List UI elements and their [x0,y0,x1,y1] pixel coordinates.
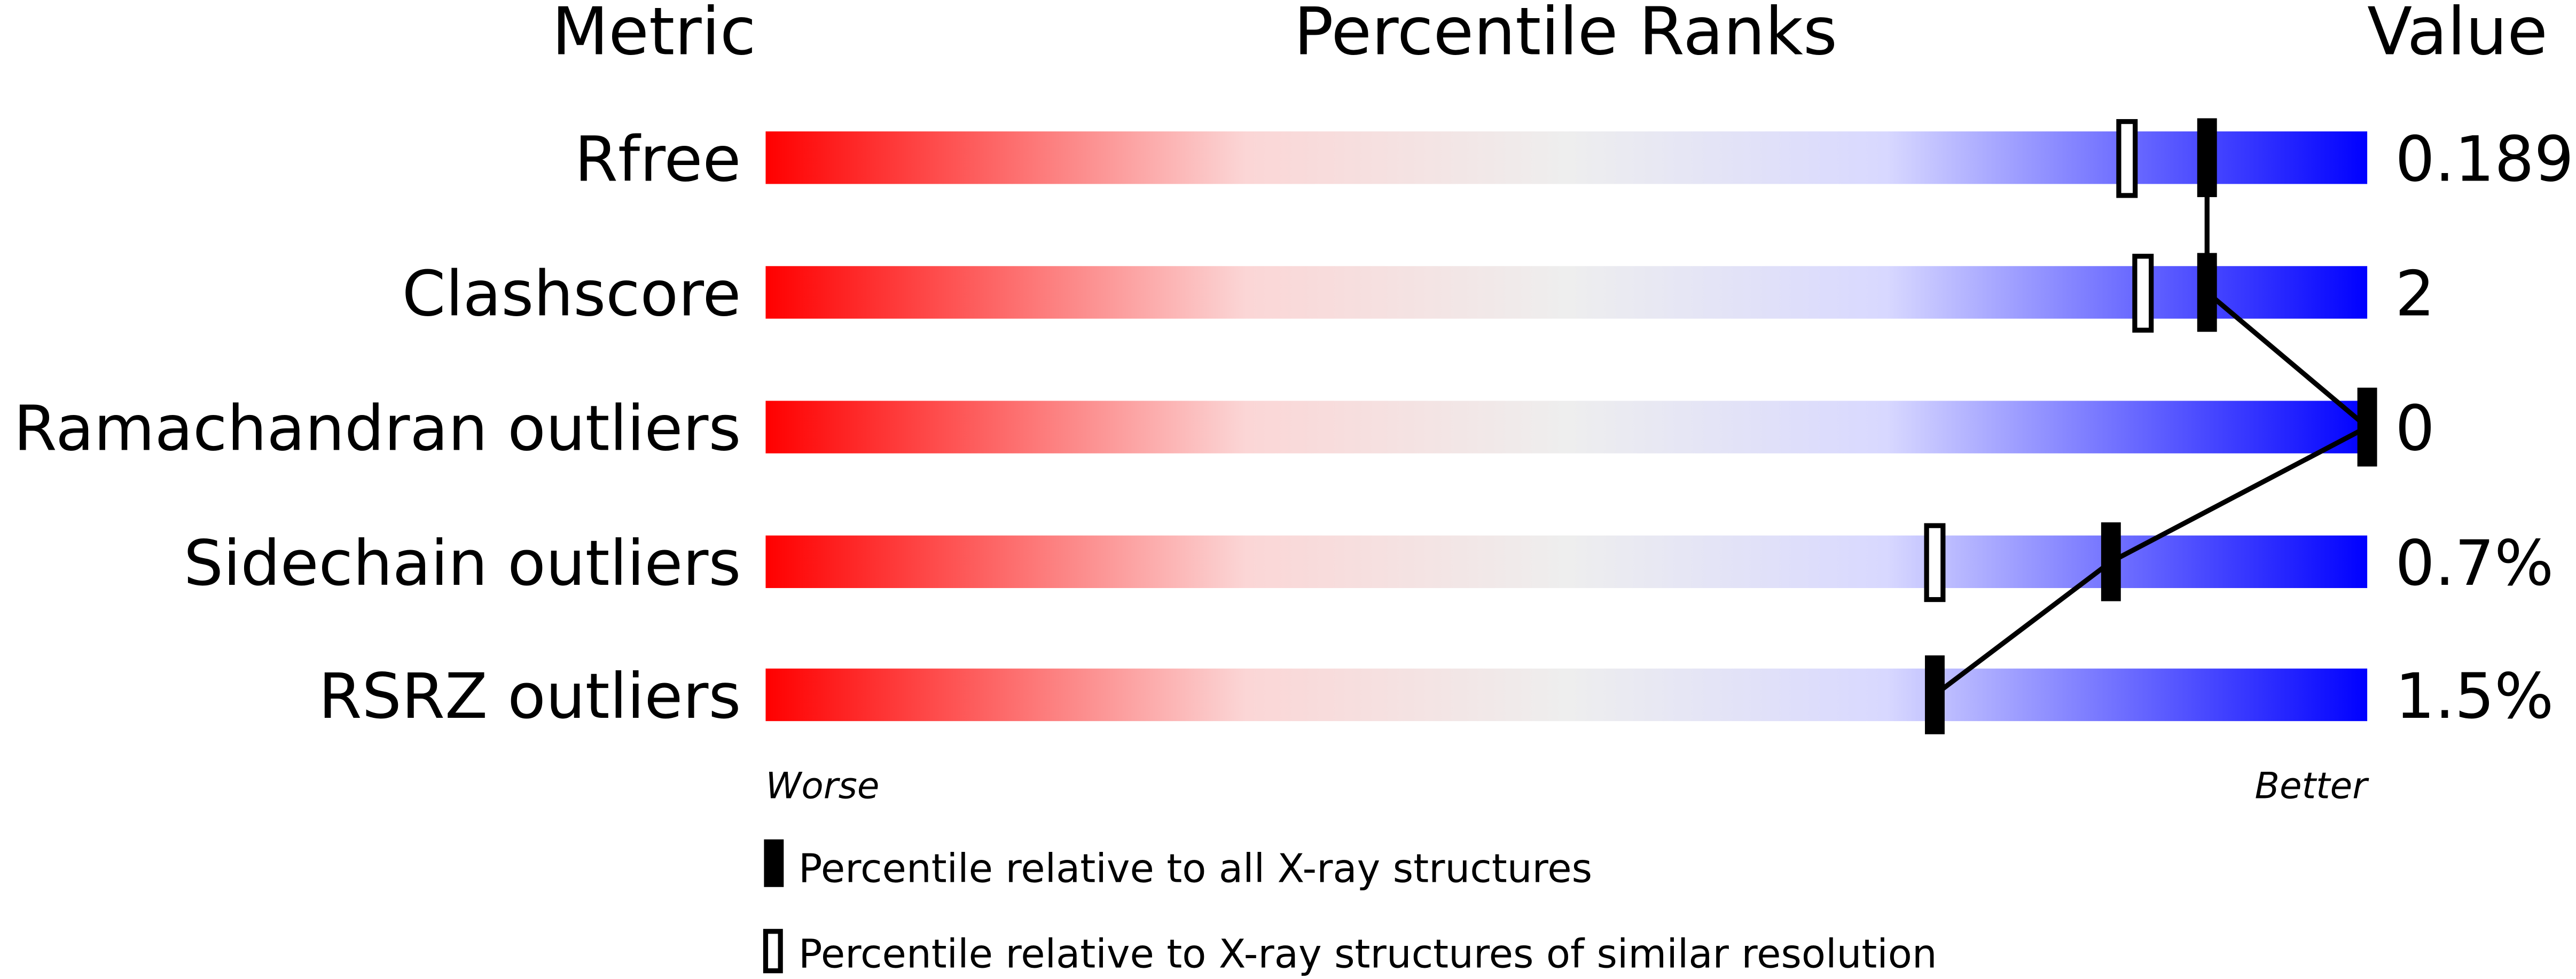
metric-value: 0.189 [2395,123,2574,195]
metric-label: Sidechain outliers [184,527,741,600]
marker-similar-resolution [2132,254,2154,333]
marker-all-structures [1925,655,1945,734]
marker-similar-resolution [2116,119,2138,198]
header-value: Value [2367,0,2548,70]
marker-similar-resolution [1924,523,1946,602]
metric-label: RSRZ outliers [318,660,741,733]
percentile-bar [765,131,2368,184]
header-metric: Metric [552,0,756,70]
legend-filled-marker-icon [764,839,784,887]
marker-all-structures [2197,118,2217,198]
metric-label: Ramachandran outliers [13,393,741,465]
legend-open-label: Percentile relative to X-ray structures … [798,931,1937,977]
metric-value: 1.5% [2395,660,2554,733]
legend-filled-label: Percentile relative to all X-ray structu… [798,846,1592,892]
marker-all-structures [2197,253,2217,332]
metric-value: 2 [2395,257,2434,330]
worse-label: Worse [765,765,879,807]
header-percentile: Percentile Ranks [1294,0,1837,70]
metric-label: Clashscore [402,257,741,330]
marker-all-structures [2357,387,2377,467]
percentile-bar [765,668,2368,722]
better-label: Better [2255,765,2370,807]
marker-all-structures [2101,522,2121,601]
percentile-bar [765,401,2368,453]
metric-label: Rfree [575,123,741,195]
percentile-bar [765,266,2368,319]
metric-value: 0.7% [2395,527,2554,600]
legend-open-marker-icon [763,929,783,974]
metric-value: 0 [2395,393,2434,465]
percentile-bar [765,535,2368,589]
